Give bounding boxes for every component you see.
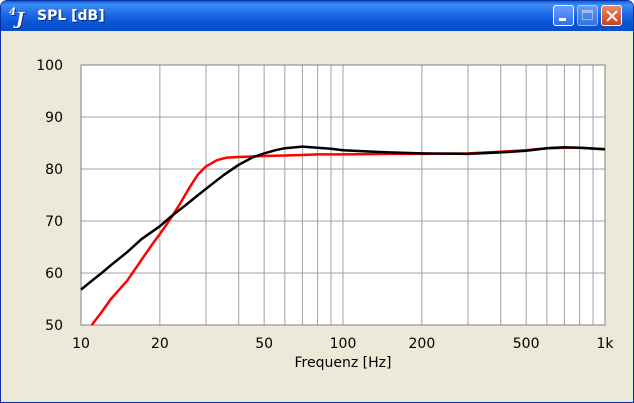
maximize-button [577, 5, 598, 26]
y-tick-label: 80 [45, 162, 63, 178]
y-tick-label: 100 [36, 58, 63, 74]
y-tick-label: 60 [45, 266, 63, 282]
series-line-2 [80, 145, 606, 291]
chart-area: 50 60 70 80 90 100 10 20 50 100 200 500 1k Frequenz [… [5, 31, 629, 398]
x-tick-label: 50 [255, 336, 273, 352]
x-axis-title: Frequenz [Hz] [295, 355, 392, 371]
x-tick-label: 500 [513, 336, 540, 352]
x-tick-label: 10 [72, 336, 90, 352]
y-tick-label: 70 [45, 214, 63, 230]
app-logo-icon: 4J [9, 7, 25, 30]
y-tick-label: 50 [45, 318, 63, 334]
spl-chart: 50 60 70 80 90 100 10 20 50 100 200 500 1k Frequenz [… [36, 58, 614, 371]
x-tick-label: 100 [330, 336, 357, 352]
x-tick-label: 20 [151, 336, 169, 352]
minimize-button[interactable] [553, 5, 574, 26]
plot-frame [80, 64, 606, 326]
x-tick-label: 1k [596, 336, 614, 352]
x-tick-label: 200 [409, 336, 436, 352]
window-title: SPL [dB] [37, 8, 105, 24]
y-tick-label: 90 [45, 110, 63, 126]
close-button[interactable] [601, 5, 622, 26]
title-bar[interactable]: 4J SPL [dB] [1, 1, 633, 31]
